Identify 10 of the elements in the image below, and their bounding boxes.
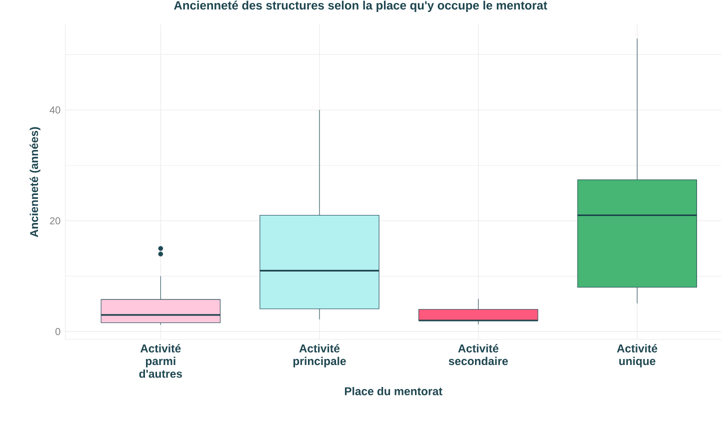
x-tick-label: Activité principale	[293, 344, 346, 368]
y-axis-title: Ancienneté (années)	[30, 127, 40, 238]
chart-title: Ancienneté des structures selon la place qu'y occupe le mentorat	[174, 0, 548, 12]
y-tick-label: 0	[55, 328, 60, 336]
x-tick-label: Activité parmi d'autres	[139, 344, 182, 378]
x-tick-label: Activité secondaire	[448, 344, 508, 366]
x-axis-title: Place du mentorat	[344, 386, 442, 396]
y-tick-label: 40	[50, 106, 60, 114]
x-tick-label: Activité unique	[616, 344, 658, 368]
y-tick-label: 20	[50, 217, 60, 224]
